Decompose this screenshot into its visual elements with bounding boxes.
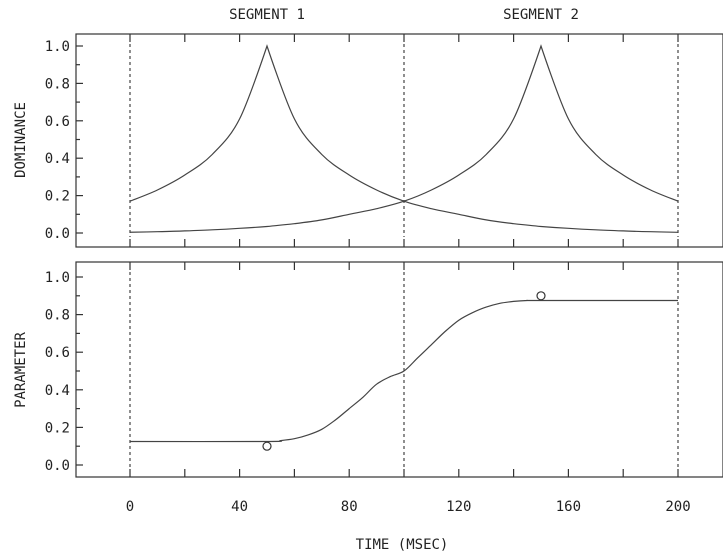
dominance-x-ticks [129, 34, 679, 247]
dominance-y-ticks: 0.0 0.2 0.4 0.6 0.8 1.0 [45, 39, 83, 242]
target-marker [262, 441, 272, 451]
y-tick-label: 0.0 [45, 458, 70, 474]
y-tick-label: 0.4 [45, 151, 70, 167]
parameter-panel: PARAMETER TIME (MSEC) 0.0 0.2 0.4 0.6 0.8 1.0… [13, 261, 723, 553]
time-xlabel: TIME (MSEC) [356, 537, 449, 553]
x-tick-label: 200 [665, 499, 690, 515]
dominance-ylabel: DOMINANCE [13, 102, 29, 178]
y-tick-label: 0.2 [45, 420, 70, 436]
x-tick-label: 40 [231, 499, 248, 515]
dominance-panel: DOMINANCE SEGMENT 1 SEGMENT 2 0.00.20.40… [13, 7, 723, 248]
y-tick-label: 0.8 [45, 308, 70, 324]
dominance-curve-1 [129, 44, 679, 233]
parameter-segment-boundaries [129, 272, 679, 467]
y-tick-label: 1.0 [45, 39, 70, 55]
parameter-x-ticks: 0 40 80 120 160 200 [126, 262, 691, 515]
y-tick-label: 0.8 [45, 76, 70, 92]
parameter-curves [129, 299, 678, 443]
y-tick-label: 0.6 [45, 114, 70, 130]
x-tick-label: 120 [446, 499, 471, 515]
y-tick-label: 0.4 [45, 383, 70, 399]
dominance-curves [129, 44, 679, 233]
y-tick-label: 0.6 [45, 345, 70, 361]
parameter-y-ticks: 0.0 0.2 0.4 0.6 0.8 1.0 [45, 270, 83, 474]
dominance-curve-2 [129, 44, 679, 233]
parameter-curve [129, 299, 678, 443]
segment-2-label: SEGMENT 2 [503, 7, 579, 23]
x-tick-label: 0 [126, 499, 134, 515]
y-tick-label: 0.2 [45, 189, 70, 205]
x-tick-label: 80 [341, 499, 358, 515]
y-tick-label: 1.0 [45, 270, 70, 286]
target-marker [536, 291, 546, 301]
dominance-segment-boundaries [129, 44, 679, 237]
parameter-targets [262, 291, 546, 451]
y-tick-label: 0.0 [45, 226, 70, 242]
segment-1-label: SEGMENT 1 [229, 7, 305, 23]
x-tick-label: 160 [556, 499, 581, 515]
parameter-ylabel: PARAMETER [13, 332, 29, 408]
parameter-frame [75, 261, 723, 478]
dominance-frame [75, 33, 723, 248]
